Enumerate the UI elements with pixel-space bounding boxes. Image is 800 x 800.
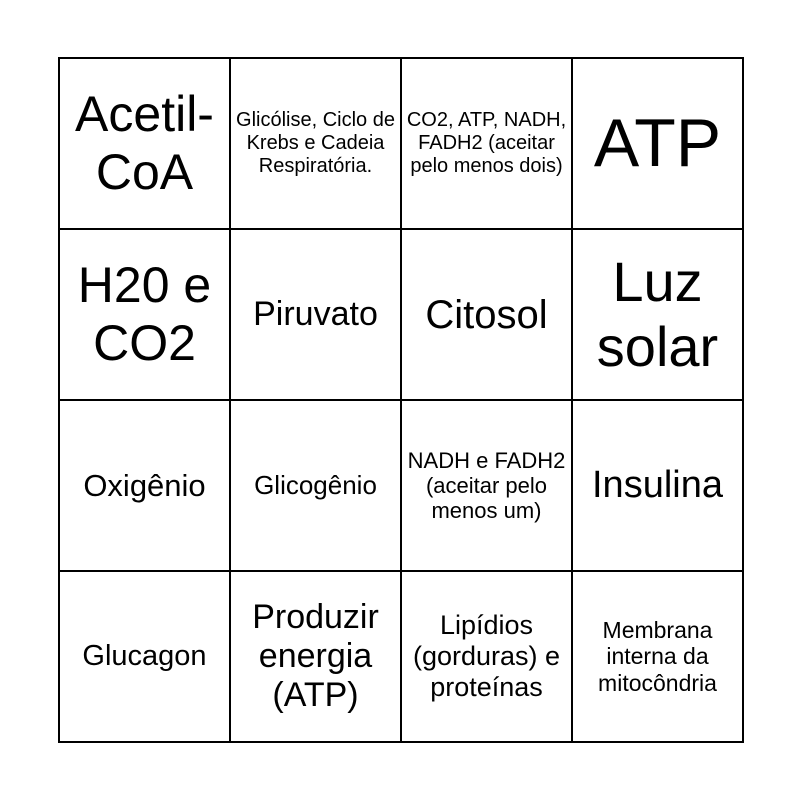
bingo-cell[interactable]: Membrana interna da mitocôndria <box>572 571 743 742</box>
bingo-cell[interactable]: Insulina <box>572 400 743 571</box>
bingo-cell[interactable]: Lipídios (gorduras) e proteínas <box>401 571 572 742</box>
bingo-cell-text: Lipídios (gorduras) e proteínas <box>412 609 561 703</box>
bingo-cell-text: Insulina <box>592 463 723 506</box>
bingo-cell-text: Acetil-CoA <box>75 86 214 200</box>
bingo-cell-text: Produzir energia (ATP) <box>252 597 379 715</box>
bingo-cell[interactable]: Citosol <box>401 229 572 400</box>
bingo-cell[interactable]: ATP <box>572 58 743 229</box>
bingo-cell-text: Glicogênio <box>254 469 377 500</box>
bingo-cell-text: Citosol <box>425 292 548 337</box>
bingo-cell-text: CO2, ATP, NADH, FADH2 (aceitar pelo meno… <box>406 109 567 177</box>
bingo-cell[interactable]: Glicólise, Ciclo de Krebs e Cadeia Respi… <box>230 58 401 229</box>
bingo-cell-text: ATP <box>593 105 722 182</box>
bingo-cell[interactable]: Produzir energia (ATP) <box>230 571 401 742</box>
bingo-cell-text: Glicólise, Ciclo de Krebs e Cadeia Respi… <box>236 109 395 177</box>
bingo-cell[interactable]: Piruvato <box>230 229 401 400</box>
bingo-cell-text: Membrana interna da mitocôndria <box>598 616 717 696</box>
bingo-cell-text: Luz solar <box>596 250 719 378</box>
bingo-cell[interactable]: CO2, ATP, NADH, FADH2 (aceitar pelo meno… <box>401 58 572 229</box>
bingo-cell[interactable]: Oxigênio <box>59 400 230 571</box>
bingo-cell-text: Piruvato <box>253 294 378 333</box>
bingo-cell[interactable]: Glicogênio <box>230 400 401 571</box>
bingo-cell[interactable]: H20 e CO2 <box>59 229 230 400</box>
bingo-cell[interactable]: NADH e FADH2 (aceitar pelo menos um) <box>401 400 572 571</box>
bingo-card: Acetil-CoA Glicólise, Ciclo de Krebs e Ca… <box>58 57 744 743</box>
bingo-cell-text: Glucagon <box>82 639 207 672</box>
bingo-cell-text: Oxigênio <box>83 467 206 503</box>
bingo-cell[interactable]: Acetil-CoA <box>59 58 230 229</box>
bingo-cell[interactable]: Glucagon <box>59 571 230 742</box>
bingo-cell[interactable]: Luz solar <box>572 229 743 400</box>
bingo-cell-text: H20 e CO2 <box>77 257 212 371</box>
bingo-cell-text: NADH e FADH2 (aceitar pelo menos um) <box>407 447 566 524</box>
